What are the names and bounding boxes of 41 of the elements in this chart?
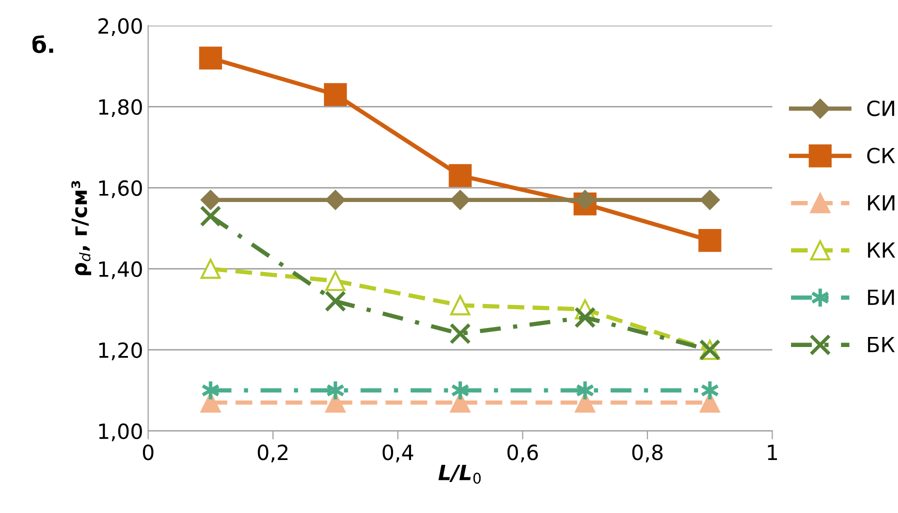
y-tick-label: 1,20 [99, 342, 142, 360]
point [450, 295, 470, 316]
legend-label: БИ [868, 290, 894, 305]
point [324, 83, 347, 106]
point [698, 228, 722, 252]
x-axis-title: L/L$_{0}$ [438, 464, 481, 484]
legend-label: СК [867, 148, 895, 164]
point [700, 392, 720, 413]
y-tick-label: 1,40 [99, 261, 142, 280]
point [700, 190, 720, 210]
point [450, 190, 470, 210]
point [325, 392, 346, 413]
y-tick-label: 1,80 [99, 99, 142, 118]
y-tick-label: 1,00 [99, 423, 142, 442]
x-tick-label: 0,4 [382, 444, 414, 462]
point [200, 205, 222, 227]
point [575, 190, 595, 210]
legend-label: КК [868, 242, 896, 258]
point [448, 164, 472, 188]
text: б. [32, 35, 54, 54]
x-tick-label: 0,6 [507, 444, 538, 462]
x-tick-label: 0 [142, 444, 154, 460]
point [200, 392, 221, 413]
x-tick-label: 0,2 [258, 444, 288, 462]
point [574, 392, 596, 413]
x-tick-label: 0,8 [632, 444, 663, 462]
point [574, 306, 596, 328]
point [325, 270, 346, 292]
point [199, 46, 222, 70]
y-tick-label: 2,00 [98, 18, 142, 36]
x-tick-label: 1 [768, 444, 777, 460]
point [324, 290, 346, 312]
point [449, 322, 471, 344]
legend-label: СИ [867, 100, 894, 116]
point [200, 258, 221, 279]
y-tick-label: 1,60 [99, 180, 142, 198]
point [200, 190, 220, 210]
y-axis-title: ρ$_{d}$, г/см³ [71, 180, 92, 276]
point [326, 190, 346, 210]
legend-label: КИ [868, 195, 894, 210]
legend-label: БК [868, 336, 895, 352]
